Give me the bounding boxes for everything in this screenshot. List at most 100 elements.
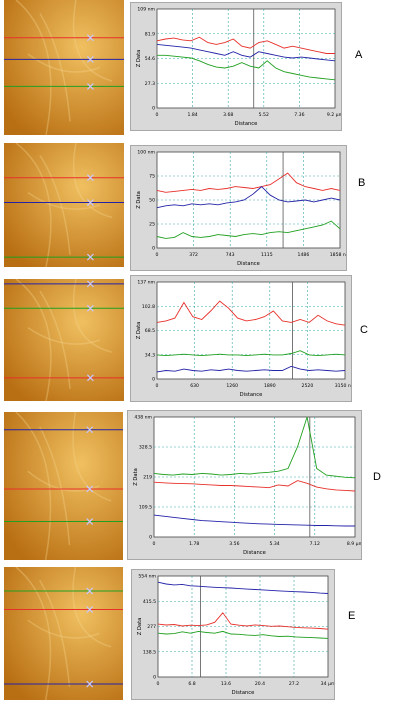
x-tick-label: 34 µm <box>321 681 334 687</box>
x-tick-label: 6.8 <box>188 681 195 687</box>
x-tick-label: 1890 <box>264 383 276 389</box>
y-tick-label: 0 <box>152 246 155 252</box>
afm-fibre <box>72 143 113 219</box>
afm-fibre <box>27 470 100 492</box>
series-line-red <box>156 172 341 193</box>
cursor-marker-blue <box>86 199 94 206</box>
series-line-green <box>157 54 336 81</box>
cursor-marker-red <box>86 485 94 493</box>
series-line-blue <box>156 185 341 209</box>
x-tick-label: 630 <box>190 383 199 389</box>
y-tick-label: 109.5 <box>139 505 152 511</box>
y-tick-label: 75 <box>149 174 155 180</box>
series-line-red <box>153 480 356 492</box>
y-tick-label: 138.5 <box>143 649 156 655</box>
profile-chart-b: 0 372 743 1115 1486 1858 nm 0 25 50 75 100 nm Dista… <box>130 145 347 271</box>
y-tick-label: 0 <box>152 377 155 383</box>
x-tick-label: 0 <box>156 112 159 118</box>
x-tick-label: 0 <box>156 383 159 389</box>
series-line-green <box>157 630 329 639</box>
afm-image-e <box>4 567 123 700</box>
cursor-marker-red <box>86 34 94 42</box>
x-axis-label: Distance <box>243 550 266 556</box>
y-tick-label: 54.6 <box>145 56 155 62</box>
cursor-marker-green <box>86 518 94 525</box>
x-tick-label: 372 <box>189 252 198 258</box>
afm-fibre <box>15 143 52 267</box>
y-tick-label: 415.5 <box>143 599 156 605</box>
y-tick-label: 27.3 <box>145 81 155 87</box>
panel-letter-e: E <box>348 610 356 622</box>
profile-chart-a-svg: 0 1.84 3.68 5.52 7.36 9.2 µm 0 27.3 54.6 81.9 109 … <box>136 7 341 127</box>
profile-chart-a: 0 1.84 3.68 5.52 7.36 9.2 µm 0 27.3 54.6 81.9 109 … <box>130 2 342 131</box>
series-line-red <box>156 36 335 54</box>
y-tick-label: 554 nm <box>138 574 156 580</box>
afm-fibre <box>27 619 100 639</box>
afm-background <box>4 0 124 135</box>
y-tick-label: 100 nm <box>137 150 155 156</box>
series-line-blue <box>156 365 346 373</box>
afm-image-d <box>4 412 123 560</box>
cursor-marker-blue <box>86 426 94 434</box>
y-tick-label: 34.3 <box>145 352 155 358</box>
x-tick-label: 13.6 <box>221 681 231 687</box>
y-axis-label: Z Data <box>137 618 143 636</box>
y-axis-label: Z Data <box>136 50 142 68</box>
x-tick-label: 3150 nm <box>335 383 351 389</box>
afm-image-a <box>4 0 124 135</box>
afm-fibre <box>39 154 71 255</box>
afm-background <box>4 279 124 401</box>
x-tick-label: 27.2 <box>289 681 299 687</box>
afm-image-b <box>4 143 124 267</box>
afm-image-e-svg <box>4 567 123 700</box>
afm-fibre <box>72 412 112 502</box>
afm-fibre <box>72 0 113 82</box>
profile-chart-b-svg: 0 372 743 1115 1486 1858 nm 0 25 50 75 100 nm Dista… <box>136 150 346 267</box>
x-axis-label: Distance <box>240 392 263 398</box>
afm-background <box>4 567 123 700</box>
y-tick-label: 0 <box>149 535 152 541</box>
x-tick-label: 0 <box>156 252 159 258</box>
series-line-blue <box>156 43 336 62</box>
x-tick-label: 1260 <box>226 383 238 389</box>
series-line-blue <box>153 514 355 527</box>
y-tick-label: 219 <box>143 475 152 481</box>
afm-fibre <box>72 279 113 353</box>
afm-image-d-svg <box>4 412 123 560</box>
panel-letter-c: C <box>360 324 368 336</box>
y-tick-label: 0 <box>153 675 156 681</box>
afm-background <box>4 143 124 267</box>
y-tick-label: 68.5 <box>145 328 155 334</box>
afm-background <box>4 412 123 560</box>
afm-fibre <box>15 412 52 560</box>
x-axis-label: Distance <box>232 690 255 696</box>
y-tick-label: 102.8 <box>142 304 155 310</box>
x-tick-label: 20.4 <box>255 681 265 687</box>
y-tick-label: 328.5 <box>139 445 152 451</box>
series-line-green <box>153 416 356 479</box>
profile-chart-e: 0 6.8 13.6 20.4 27.2 34 µm 0 138.5 277 415.5 554 n… <box>131 569 335 700</box>
profile-chart-d: 0 1.78 3.56 5.34 7.12 8.9 µm 0 109.5 219 328.5 438… <box>127 410 362 560</box>
afm-fibre <box>27 191 101 210</box>
x-tick-label: 1858 nm <box>330 252 346 258</box>
cursor-marker-green <box>86 304 94 312</box>
cursor-marker-green <box>86 82 94 90</box>
series-line-blue <box>157 581 329 594</box>
x-tick-label: 1486 <box>298 252 310 258</box>
x-tick-label: 3.56 <box>229 541 239 547</box>
x-tick-label: 7.36 <box>294 112 304 118</box>
y-tick-label: 438 nm <box>134 415 152 421</box>
afm-image-c <box>4 279 124 401</box>
y-axis-label: Z Data <box>133 468 139 486</box>
x-tick-label: 2520 <box>302 383 314 389</box>
profile-chart-c-svg: 0 630 1260 1890 2520 3150 nm 0 34.3 68.5 102.8 137… <box>136 280 351 398</box>
x-axis-label: Distance <box>235 121 258 127</box>
x-tick-label: 743 <box>226 252 235 258</box>
cursor-marker-red <box>86 374 94 382</box>
x-tick-label: 1.78 <box>189 541 199 547</box>
y-tick-label: 137 nm <box>137 280 155 286</box>
cursor-marker-green <box>86 587 94 595</box>
afm-image-a-svg <box>4 0 124 135</box>
afm-fibre <box>39 426 71 546</box>
panel-letter-d: D <box>373 471 381 483</box>
